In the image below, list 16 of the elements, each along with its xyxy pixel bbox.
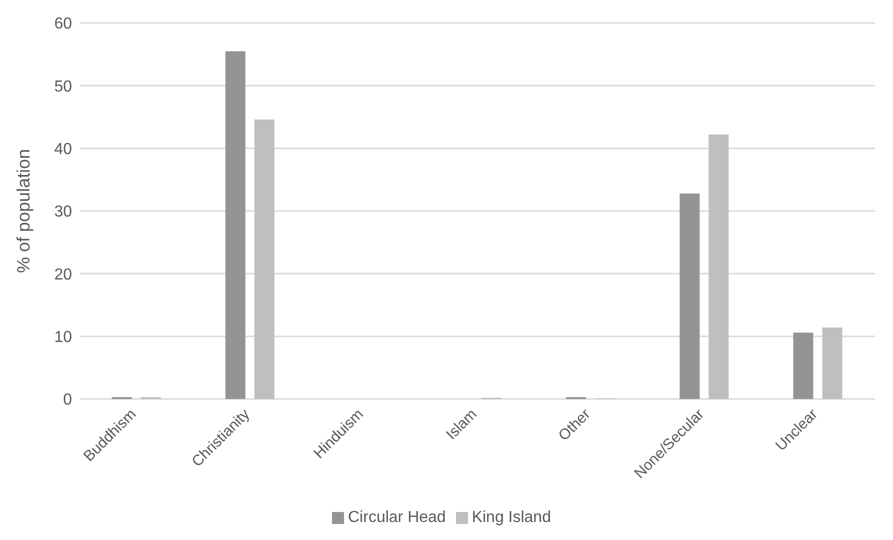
bar	[254, 120, 274, 399]
y-tick-label: 40	[54, 141, 72, 158]
y-tick-label: 30	[54, 204, 72, 221]
bar	[708, 134, 729, 399]
bar	[822, 328, 842, 399]
y-tick-label: 20	[54, 266, 72, 284]
bar	[793, 332, 814, 399]
y-axis-title: % of population	[13, 148, 34, 274]
y-tick-label: 60	[54, 16, 72, 33]
y-tick-label: 50	[54, 78, 72, 96]
legend-label: Circular Head	[348, 509, 446, 526]
bar	[225, 51, 246, 399]
legend-label: King Island	[472, 509, 551, 526]
y-tick-label: 0	[63, 392, 72, 409]
y-tick-label: 10	[54, 329, 72, 346]
bar	[680, 193, 700, 399]
